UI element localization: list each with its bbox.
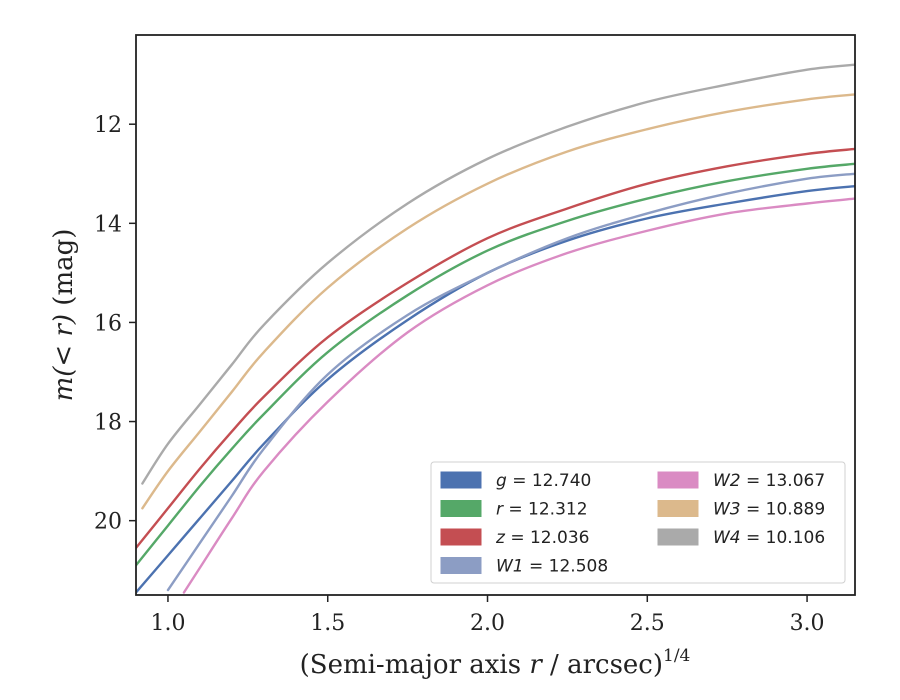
series-line-W4 [141,63,855,485]
series-line-r [136,162,855,567]
legend-swatch-r [440,500,482,517]
plot-frame [135,34,856,596]
x-tick-label: 2.0 [470,611,505,636]
legend-swatch-W3 [657,500,699,517]
legend-label-W2: W2 = 13.067 [713,471,825,491]
legend-swatch-W1 [440,557,482,574]
x-tick-label: 3.0 [790,611,825,636]
legend: g = 12.740 r = 12.312 z = 12.036 W1 = 12.50… [430,461,846,584]
x-tick-label: 2.5 [630,611,665,636]
x-axis-label: (Semi-major axis r / arcsec)1/4 [300,646,691,680]
series-line-W1 [166,172,855,592]
legend-label-W1: W1 = 12.508 [496,557,608,577]
y-tick-label: 14 [94,212,122,237]
y-tick-label: 18 [94,411,122,436]
series-line-g [136,184,855,594]
series-line-W2 [182,197,855,594]
y-tick-label: 12 [94,113,122,138]
legend-label-W3: W3 = 10.889 [713,500,825,520]
x-tick-label: 1.0 [150,611,185,636]
series-line-z [136,147,855,550]
legend-swatch-g [440,471,482,489]
y-tick-label: 20 [94,510,122,535]
y-axis-label: m(< r) (mag) [49,229,79,402]
legend-box [430,461,846,584]
x-axis: 1.0 1.5 2.0 2.5 3.0 [150,595,825,636]
legend-swatch-W2 [657,471,699,489]
legend-swatch-z [440,528,482,546]
legend-label-W4: W4 = 10.106 [713,528,825,548]
legend-swatch-W4 [657,528,699,546]
series-layer [136,63,855,594]
series-line-W3 [141,93,855,510]
y-tick-label: 16 [94,311,122,336]
x-tick-label: 1.5 [310,611,345,636]
y-axis: 12 14 16 18 20 [94,113,136,535]
legend-label-g: g = 12.740 [496,471,591,491]
legend-label-z: z = 12.036 [495,528,589,548]
legend-label-r: r = 12.312 [496,500,588,520]
